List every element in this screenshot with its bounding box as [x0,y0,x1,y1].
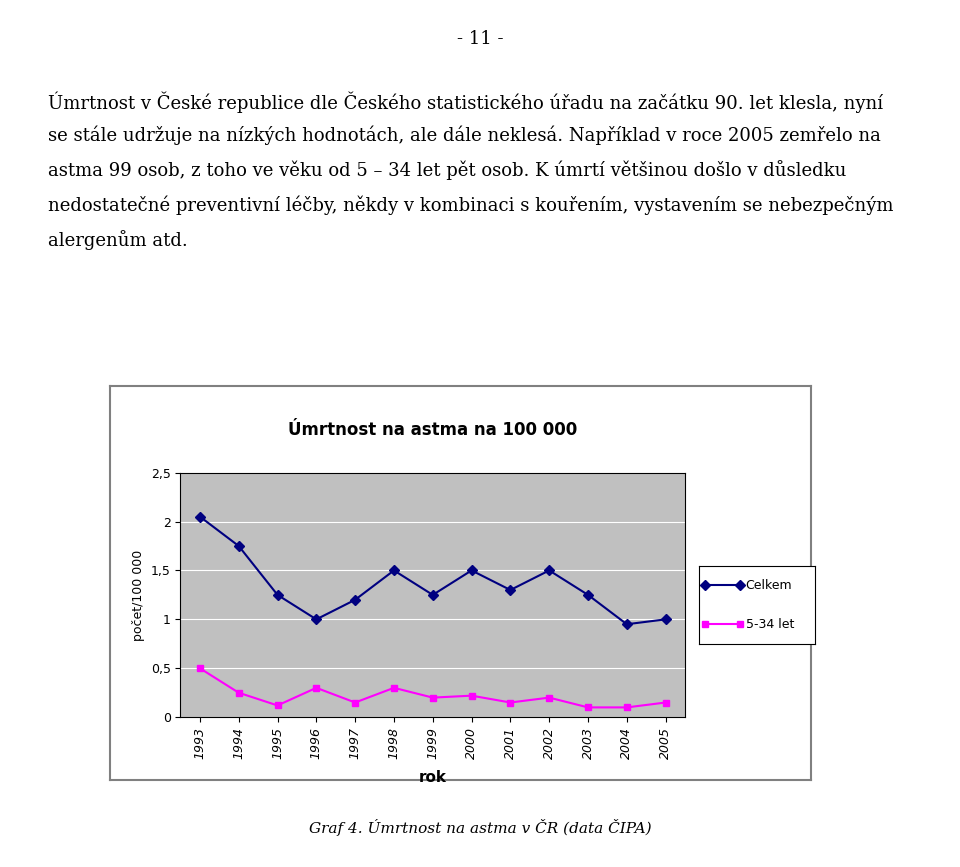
5-34 let [660,697,671,707]
Celkem [311,614,323,624]
5-34 let [583,702,594,713]
Line: 5-34 let: 5-34 let [197,665,669,711]
Text: 5-34 let: 5-34 let [746,618,794,631]
Celkem [660,614,671,624]
5-34 let [233,688,245,698]
Celkem [233,541,245,551]
X-axis label: rok: rok [419,770,446,785]
Text: se stále udržuje na nízkých hodnotách, ale dále neklesá. Například v roce 2005 z: se stále udržuje na nízkých hodnotách, a… [48,126,881,145]
Text: Úmrtnost na astma na 100 000: Úmrtnost na astma na 100 000 [288,421,577,440]
Celkem [349,595,361,605]
Text: - 11 -: - 11 - [457,30,503,49]
5-34 let [505,697,516,707]
5-34 let [311,682,323,693]
Text: Celkem: Celkem [746,579,792,592]
5-34 let [543,693,555,703]
5-34 let [388,682,399,693]
Celkem [194,512,205,522]
Text: alergenům atd.: alergenům atd. [48,230,188,250]
5-34 let [272,701,283,711]
Line: Celkem: Celkem [197,513,669,628]
5-34 let [427,693,439,703]
5-34 let [621,702,633,713]
Text: astma 99 osob, z toho ve věku od 5 – 34 let pět osob. K úmrtí většinou došlo v d: astma 99 osob, z toho ve věku od 5 – 34 … [48,160,847,180]
Celkem [543,565,555,576]
Celkem [621,619,633,629]
Celkem [466,565,477,576]
5-34 let [194,663,205,674]
Celkem [427,590,439,600]
Text: Úmrtnost v České republice dle Českého statistického úřadu na začátku 90. let kl: Úmrtnost v České republice dle Českého s… [48,91,883,113]
5-34 let [466,690,477,701]
5-34 let [349,697,361,707]
Y-axis label: počet/100 000: počet/100 000 [132,550,145,641]
Celkem [505,585,516,596]
Celkem [583,590,594,600]
Celkem [388,565,399,576]
Text: nedostatečné preventivní léčby, někdy v kombinaci s kouřením, vystavením se nebe: nedostatečné preventivní léčby, někdy v … [48,195,894,214]
Text: Graf 4. Úmrtnost na astma v ČR (data ČIPA): Graf 4. Úmrtnost na astma v ČR (data ČIP… [309,819,651,837]
Celkem [272,590,283,600]
